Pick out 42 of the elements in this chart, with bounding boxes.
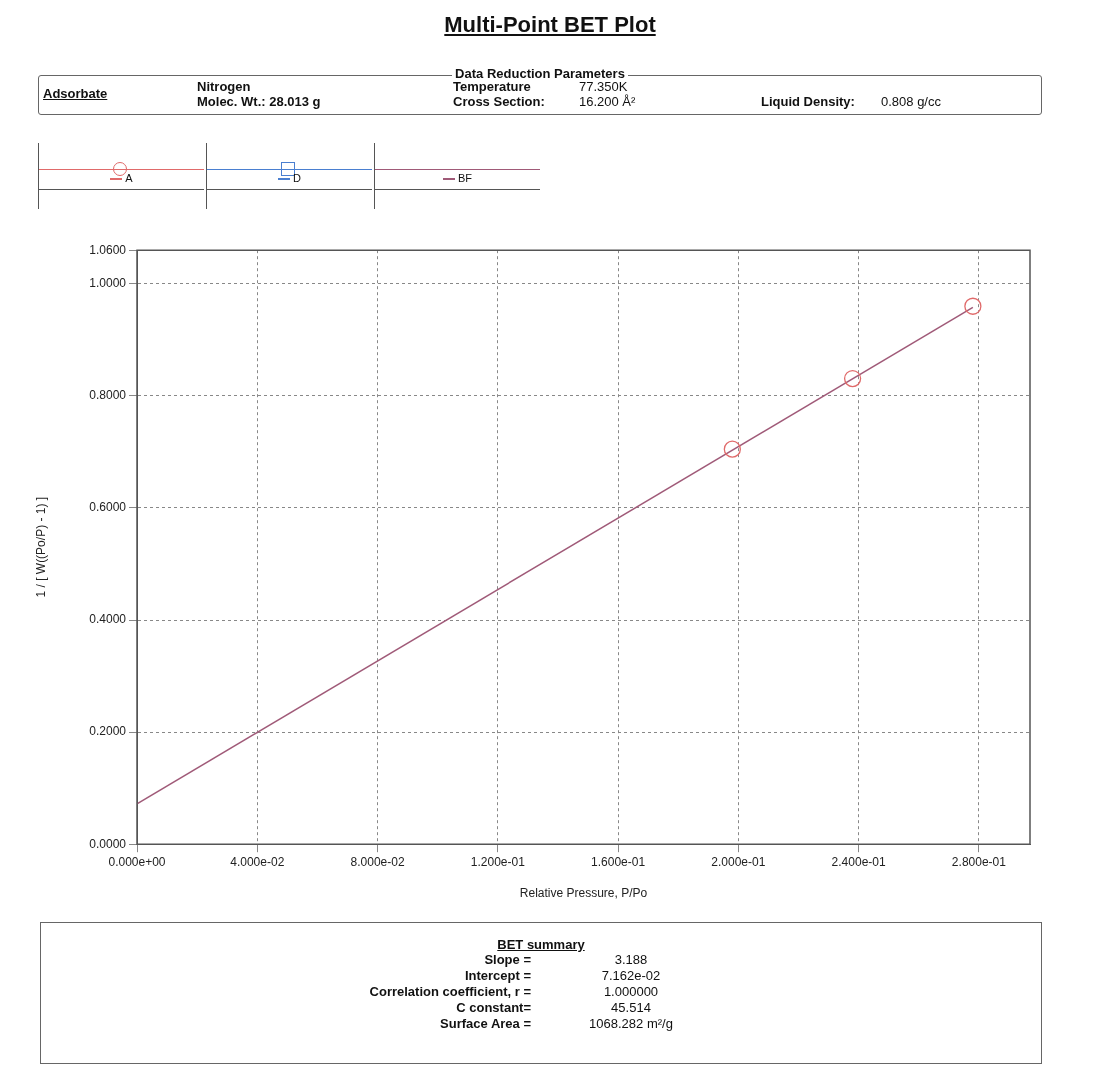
y-tick-label: 0.2000 — [89, 724, 127, 739]
text: Molec. Wt.: 28.013 g — [197, 94, 321, 109]
text: Liquid Density: — [761, 94, 855, 109]
y-tick-label: 0.0000 — [89, 836, 127, 851]
y-tick-label: 0.6000 — [89, 500, 127, 515]
y-tick-label: 1.0000 — [89, 276, 127, 291]
x-tick-label: 2.000e-01 — [711, 854, 766, 869]
x-tick-label: 4.000e-02 — [230, 854, 285, 869]
text: 16.200 Å² — [579, 94, 636, 109]
text: Data Reduction Parameters — [452, 66, 628, 81]
x-tick-label: 2.400e-01 — [831, 854, 886, 869]
x-axis-title: Relative Pressure, P/Po — [519, 886, 648, 901]
text: Temperature — [453, 79, 531, 94]
text: BET summary — [497, 937, 585, 952]
y-tick-label: 0.8000 — [89, 388, 127, 403]
x-tick-label: 2.800e-01 — [951, 854, 1007, 869]
text: 77.350K — [579, 79, 628, 94]
text: 1.000000 — [602, 984, 660, 1000]
legend-label: D — [292, 172, 302, 184]
text: Correlation coefficient, r = — [368, 984, 531, 1000]
text: 0.808 g/cc — [881, 94, 941, 109]
y-tick-label: 1.0600 — [89, 242, 127, 257]
y-tick-label: 0.4000 — [89, 612, 127, 627]
text: Slope = — [483, 952, 531, 968]
text: Cross Section: — [453, 94, 545, 109]
x-tick-label: 1.200e-01 — [470, 854, 526, 869]
x-tick-label: 0.000e+00 — [108, 854, 166, 869]
text: C constant= — [455, 1000, 531, 1016]
text: 7.162e-02 — [600, 968, 662, 984]
chart-title: Multi-Point BET Plot — [443, 12, 657, 38]
text: Intercept = — [463, 968, 531, 984]
text: Surface Area = — [439, 1016, 531, 1032]
text: 3.188 — [613, 952, 649, 968]
x-tick-label: 8.000e-02 — [350, 854, 405, 869]
legend-label: BF — [456, 172, 474, 184]
text: Adsorbate — [43, 86, 108, 101]
x-tick-label: 1.600e-01 — [591, 854, 646, 869]
legend-label: A — [124, 172, 134, 184]
text: 1068.282 m²/g — [588, 1016, 674, 1032]
y-axis-title: 1 / [ W((Po/P) - 1) ] — [33, 496, 48, 598]
text: Nitrogen — [197, 79, 251, 94]
text: 45.514 — [610, 1000, 652, 1016]
